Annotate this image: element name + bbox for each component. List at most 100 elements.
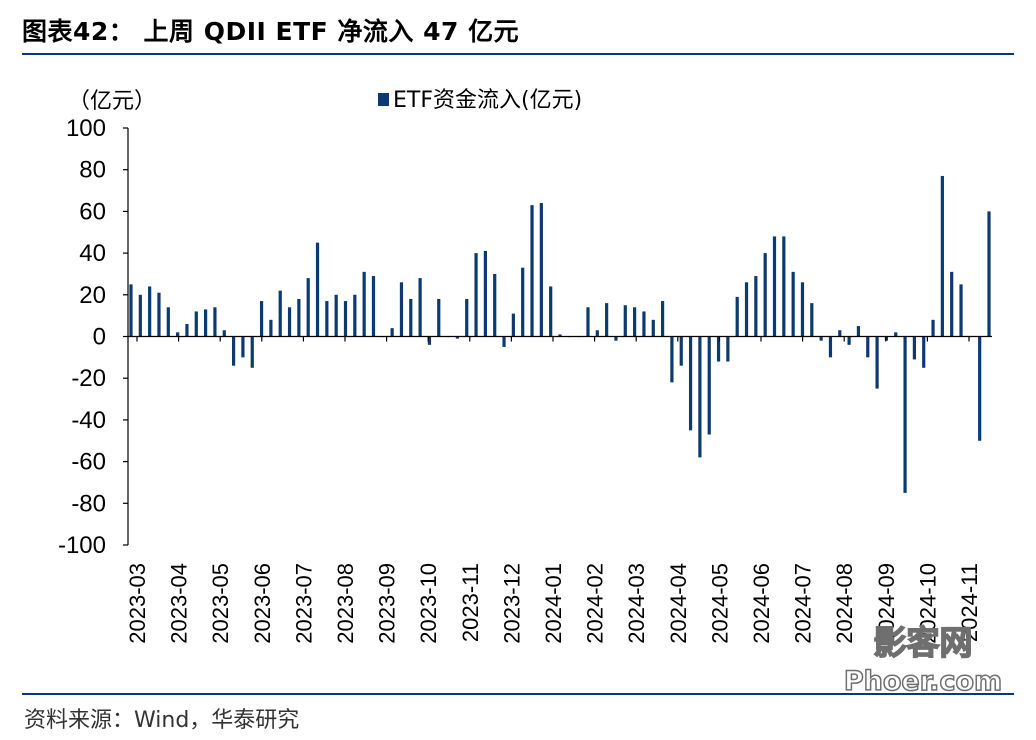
bar [474, 253, 478, 337]
x-tick-label: 2024-10 [915, 563, 940, 644]
bar [688, 336, 693, 431]
bar [371, 276, 376, 337]
bar-series [129, 175, 991, 493]
x-tick-label: 2024-04 [666, 563, 691, 644]
x-tick-label: 2023-03 [125, 563, 150, 644]
x-tick-label: 2024-05 [707, 563, 732, 644]
bar [129, 284, 133, 337]
y-tick-label: -20 [71, 365, 106, 392]
bar [884, 336, 889, 341]
bar [614, 336, 618, 341]
chart-title: 图表42： 上周 QDII ETF 净流入 47 亿元 [22, 17, 520, 46]
bar [782, 236, 786, 337]
bar [698, 336, 702, 458]
bar [875, 336, 879, 389]
x-tick-label: 2023-11 [458, 563, 483, 642]
bar [390, 328, 394, 337]
bar [511, 313, 515, 337]
bar [894, 332, 898, 337]
title-divider [22, 53, 1014, 55]
watermark-text-cn: 影客网 [874, 623, 973, 662]
bar [259, 301, 264, 337]
bar [866, 336, 870, 358]
bar [754, 276, 758, 337]
bar [325, 301, 329, 337]
bar [950, 271, 954, 337]
bar [716, 336, 721, 362]
bar [828, 336, 833, 358]
bar [763, 253, 767, 337]
legend-swatch [378, 93, 389, 106]
x-axis: 2023-03 2023-04 2023-05 2023-06 2023-07 2023-… [125, 335, 992, 644]
bar [362, 271, 366, 337]
bar [138, 294, 142, 337]
bar [241, 336, 245, 358]
bar [455, 336, 460, 339]
bar [278, 290, 282, 337]
bar [549, 286, 553, 337]
bar [744, 282, 749, 337]
y-tick-label: -100 [58, 532, 106, 559]
watermark-text-en: Phoer.com [844, 666, 1002, 695]
bar [856, 326, 861, 337]
bar [166, 307, 170, 337]
bar [978, 336, 982, 441]
x-tick-label: 2023-04 [167, 563, 192, 644]
bar [670, 336, 674, 383]
bar [605, 303, 609, 337]
x-tick-label: 2023-12 [499, 563, 524, 644]
bar [586, 307, 590, 337]
x-tick-label: 2023-08 [333, 563, 358, 644]
y-tick-label: -80 [71, 490, 106, 517]
bar [334, 294, 338, 337]
chart-area: 100 80 60 40 20 0 -20 -40 -60 -80 -100 （亿元） 2023-03… [58, 88, 992, 644]
bar [922, 336, 926, 368]
y-unit-label: （亿元） [68, 89, 156, 114]
bar [847, 336, 851, 345]
bar [707, 336, 711, 435]
x-tick-label: 2023-07 [291, 563, 316, 644]
y-tick-label: -60 [71, 449, 106, 476]
legend: ETF资金流入(亿元) [378, 88, 582, 113]
bar [427, 336, 432, 345]
x-tick-label: 2024-11 [957, 563, 982, 642]
bar [959, 284, 963, 337]
legend-label: ETF资金流入(亿元) [393, 88, 582, 113]
y-tick-label: 80 [79, 157, 106, 184]
bar [726, 336, 730, 362]
bar [353, 294, 357, 337]
bar [176, 332, 180, 337]
bar [530, 205, 534, 337]
bar [819, 336, 823, 341]
x-tick-label: 2024-07 [791, 563, 816, 644]
bar [343, 301, 348, 337]
bar [502, 336, 506, 347]
y-axis: 100 80 60 40 20 0 -20 -40 -60 -80 -100 （亿元） [58, 89, 156, 559]
x-tick-label: 2024-08 [832, 563, 857, 644]
bar [483, 251, 487, 337]
y-tick-label: -40 [71, 407, 106, 434]
bar [651, 319, 655, 337]
y-tick-label: 0 [93, 324, 106, 351]
bar [838, 330, 842, 337]
bar [287, 307, 292, 337]
bar [418, 278, 422, 337]
y-tick-label: 40 [79, 240, 106, 267]
y-tick-label: 20 [79, 282, 106, 309]
bar [940, 175, 944, 337]
bar [595, 330, 599, 337]
bar [800, 282, 805, 337]
bar [493, 273, 497, 337]
source-note: 资料来源：Wind，华泰研究 [24, 708, 300, 733]
bar [399, 282, 404, 337]
bar [903, 336, 907, 493]
bar [810, 303, 814, 337]
x-tick-label: 2023-09 [375, 563, 400, 644]
bar [465, 298, 469, 337]
bar [269, 319, 273, 337]
bar [315, 242, 320, 337]
bar [521, 267, 525, 337]
bar [306, 278, 310, 337]
bar [558, 334, 562, 337]
bar [148, 286, 152, 337]
